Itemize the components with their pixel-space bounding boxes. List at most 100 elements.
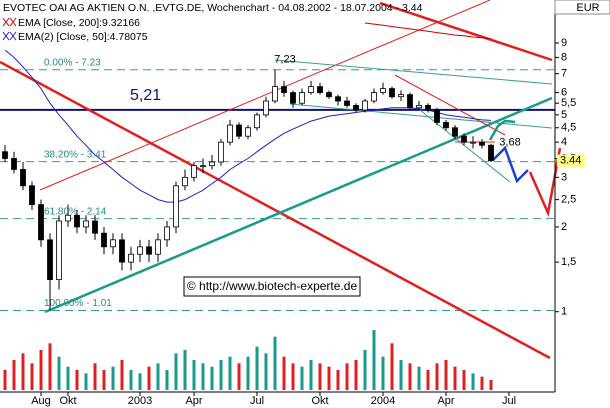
volume-bar xyxy=(48,343,52,390)
candle-body xyxy=(362,100,368,111)
volume-bar xyxy=(210,366,214,390)
candle-body xyxy=(29,185,35,206)
volume-bar xyxy=(219,360,223,390)
trend-line xyxy=(39,0,491,191)
volume-bar xyxy=(12,360,16,390)
annotation: 3,68 xyxy=(499,136,520,148)
candle-body xyxy=(245,127,251,137)
candle-body xyxy=(164,226,170,241)
volume-bar xyxy=(246,356,250,390)
candle-body xyxy=(398,94,404,98)
volume-bar xyxy=(228,356,232,390)
x-tick-label: Aug xyxy=(31,395,51,407)
candle-body xyxy=(128,253,134,263)
candle-body xyxy=(146,246,152,255)
x-tick-label: Apr xyxy=(185,395,202,407)
level-label: 100.00% - 1.01 xyxy=(44,298,112,309)
candle-body xyxy=(290,92,296,104)
volume-bar xyxy=(264,353,268,390)
candle-body xyxy=(209,161,215,167)
candle-body xyxy=(110,239,116,248)
x-tick-label: Jul xyxy=(250,395,264,407)
projection xyxy=(528,147,562,218)
candle-body xyxy=(416,105,422,109)
candle-body xyxy=(74,214,80,228)
volume-bar xyxy=(57,356,61,390)
legend-entry: EMA(2) [Close, 50]:4.78075 xyxy=(18,31,148,43)
candle-body xyxy=(461,135,467,143)
candle-body xyxy=(227,124,233,143)
resistance-label: 5,21 xyxy=(130,87,161,104)
y-tick-label: 3 xyxy=(561,171,567,183)
candle-body xyxy=(20,169,26,187)
candle-body xyxy=(218,141,224,163)
annotation: 7,23 xyxy=(274,54,295,66)
volume-bar xyxy=(147,366,151,390)
source-box xyxy=(183,276,361,297)
volume-bar xyxy=(327,366,331,390)
level-label: 0.00% - 7.23 xyxy=(44,57,101,68)
volume-bar xyxy=(309,360,313,390)
level-label: 61.80% - 2.14 xyxy=(44,206,107,217)
y-tick-label: 2,5 xyxy=(561,194,576,206)
trend-line xyxy=(379,1,553,62)
candle-body xyxy=(353,105,359,111)
candle-body xyxy=(335,96,341,102)
y-tick-label: 5,5 xyxy=(561,97,576,109)
volume-bar xyxy=(417,366,421,390)
volume-bar xyxy=(318,363,322,390)
volume-bar xyxy=(183,350,187,390)
volume-bar xyxy=(390,343,394,390)
volume-bar xyxy=(102,370,106,390)
candle-body xyxy=(200,165,206,168)
ema-line xyxy=(364,22,492,40)
volume-bar xyxy=(75,370,79,390)
candle-body xyxy=(470,141,476,144)
y-tick-label: 6 xyxy=(561,86,567,98)
volume-bar xyxy=(489,380,493,390)
candle-body xyxy=(389,88,395,98)
candle-body xyxy=(92,220,98,234)
volume-bar xyxy=(345,363,349,390)
trend-line xyxy=(394,74,506,136)
volume-bar xyxy=(273,336,277,390)
volume-bar xyxy=(372,330,376,390)
projection xyxy=(492,145,529,184)
trend-line xyxy=(0,60,551,360)
volume-bar xyxy=(255,346,259,390)
y-tick-label: 2 xyxy=(561,221,567,233)
volume-bar xyxy=(282,356,286,390)
last-price-label: 3.44 xyxy=(560,155,581,167)
x-tick-label: Jul xyxy=(502,395,516,407)
candle-body xyxy=(236,124,242,137)
candle-body xyxy=(299,92,305,104)
volume-bar xyxy=(237,363,241,390)
candle-body xyxy=(191,165,197,178)
volume-bar xyxy=(30,363,34,390)
volume-bar xyxy=(111,366,115,390)
candle-body xyxy=(119,239,125,263)
volume-bar xyxy=(174,353,178,390)
volume-bar xyxy=(336,370,340,390)
y-tick-label: 1,5 xyxy=(561,256,576,268)
volume-bar xyxy=(363,350,367,390)
unit-box xyxy=(554,0,610,15)
y-tick-label: 1 xyxy=(561,306,567,318)
candle-body xyxy=(47,239,53,281)
volume-bar xyxy=(84,373,88,390)
volume-bar xyxy=(39,350,43,390)
volume-bar xyxy=(408,363,412,390)
volume-bar xyxy=(120,360,124,390)
candle-body xyxy=(137,246,143,255)
candle-body xyxy=(407,94,413,109)
candle-body xyxy=(65,214,71,222)
level-label: 38.20% - 3.41 xyxy=(44,149,107,160)
candle-body xyxy=(344,100,350,106)
candle-body xyxy=(101,232,107,248)
legend: EMA [Close, 200]:9.32166 EMA(2) [Close, … xyxy=(2,17,148,43)
candle-body xyxy=(425,105,431,111)
candle-body xyxy=(38,204,44,241)
candle-body xyxy=(281,86,287,93)
trend-line xyxy=(274,59,553,85)
volume-bar xyxy=(192,360,196,390)
